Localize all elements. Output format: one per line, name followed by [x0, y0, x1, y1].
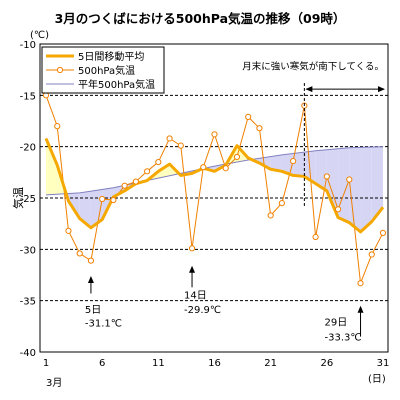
y-tick-label: -35: [20, 297, 36, 308]
annotation-value-label: -31.1℃: [85, 318, 122, 329]
legend-daily-label: 500hPa気温: [78, 64, 135, 77]
y-tick-label: -15: [20, 91, 36, 102]
x-tick-label: 11: [152, 358, 165, 369]
y-tick-label: -40: [20, 348, 36, 359]
chart-title: 3月のつくばにおける500hPa気温の推移（09時）: [54, 11, 346, 26]
daily-temperature-point: [177, 142, 184, 149]
x-unit-label: (日): [368, 374, 386, 385]
daily-temperature-point: [166, 135, 173, 142]
y-tick-label: -20: [20, 143, 36, 154]
y-tick-label: -25: [20, 194, 36, 205]
x-tick-label: 16: [208, 358, 221, 369]
x-tick-label: 1: [43, 358, 49, 369]
annotation-arrowhead: [357, 305, 364, 313]
daily-temperature-point: [211, 131, 218, 138]
daily-temperature-point: [334, 206, 342, 213]
daily-temperature-point: [256, 125, 263, 132]
daily-temperature-point: [76, 250, 83, 257]
cold-anomaly-fill: [270, 154, 282, 172]
daily-temperature-point: [188, 245, 196, 252]
annotation-value-label: -29.9℃: [184, 305, 221, 316]
daily-temperature-point: [110, 196, 117, 204]
annotation-day-label: 29日: [325, 317, 348, 328]
cold-anomaly-fill: [293, 152, 305, 177]
note-arrowhead-left: [305, 86, 313, 93]
daily-temperature-point: [379, 229, 387, 237]
annotation-arrowhead: [189, 265, 196, 273]
x-tick-label: 26: [320, 358, 333, 369]
cold-anomaly-fill: [315, 149, 327, 191]
cold-anomaly-fill: [338, 147, 350, 223]
warm-anomaly-fill: [46, 138, 58, 195]
y-unit-label: (℃): [30, 30, 49, 41]
cold-anomaly-fill: [360, 147, 372, 232]
x-tick-label: 31: [377, 358, 390, 369]
y-axis-label: 気温: [11, 187, 25, 209]
daily-temperature-point: [312, 233, 319, 241]
month-label: 3月: [46, 377, 62, 389]
daily-temperature-point: [278, 200, 285, 207]
daily-temperature-point: [42, 92, 50, 99]
annotation-value-label: -33.3℃: [325, 333, 362, 344]
daily-temperature-point: [155, 158, 162, 166]
daily-temperature-point: [99, 195, 106, 203]
daily-temperature-point: [121, 182, 128, 189]
cold-anomaly-fill: [79, 191, 91, 228]
annotation-day-label: 14日: [184, 291, 207, 302]
normal-temperature-line: [45, 146, 384, 196]
daily-temperature-point: [368, 251, 375, 258]
annotation-day-label: 5日: [85, 305, 101, 316]
daily-temperature-point: [144, 168, 151, 175]
daily-temperature-point: [233, 153, 241, 161]
daily-temperature-point: [200, 164, 207, 171]
moving-average-line: [44, 137, 385, 234]
y-tick-label: -10: [20, 40, 36, 51]
daily-temperature-point: [132, 178, 139, 185]
daily-temperature-point: [267, 212, 274, 219]
daily-temperature-point: [65, 227, 72, 234]
daily-temperature-point: [222, 165, 229, 172]
legend-normal-label: 平年500hPa気温: [78, 78, 155, 91]
daily-temperature-point: [54, 123, 61, 130]
legend-moving-average-label: 5日間移動平均: [78, 50, 144, 63]
cold-anomaly-fill: [349, 147, 361, 232]
note-arrowhead-right: [378, 86, 385, 93]
daily-temperature-point: [323, 173, 330, 180]
daily-temperature-point: [346, 176, 353, 183]
plot-frame: [39, 43, 389, 353]
y-tick-label: -30: [20, 245, 36, 256]
daily-temperature-point: [245, 113, 252, 120]
daily-temperature-point: [87, 257, 95, 264]
x-tick-label: 21: [264, 358, 277, 369]
daily-temperature-point: [290, 157, 297, 165]
cold-anomaly-fill: [371, 146, 383, 222]
annotation-arrowhead: [87, 276, 94, 284]
legend-daily-marker: [56, 66, 64, 74]
x-tick-label: 6: [99, 358, 105, 369]
daily-temperature-point: [357, 280, 364, 287]
anomaly-fills: [46, 138, 383, 232]
note-text: 月末に強い寒気が南下してくる。: [242, 61, 384, 73]
